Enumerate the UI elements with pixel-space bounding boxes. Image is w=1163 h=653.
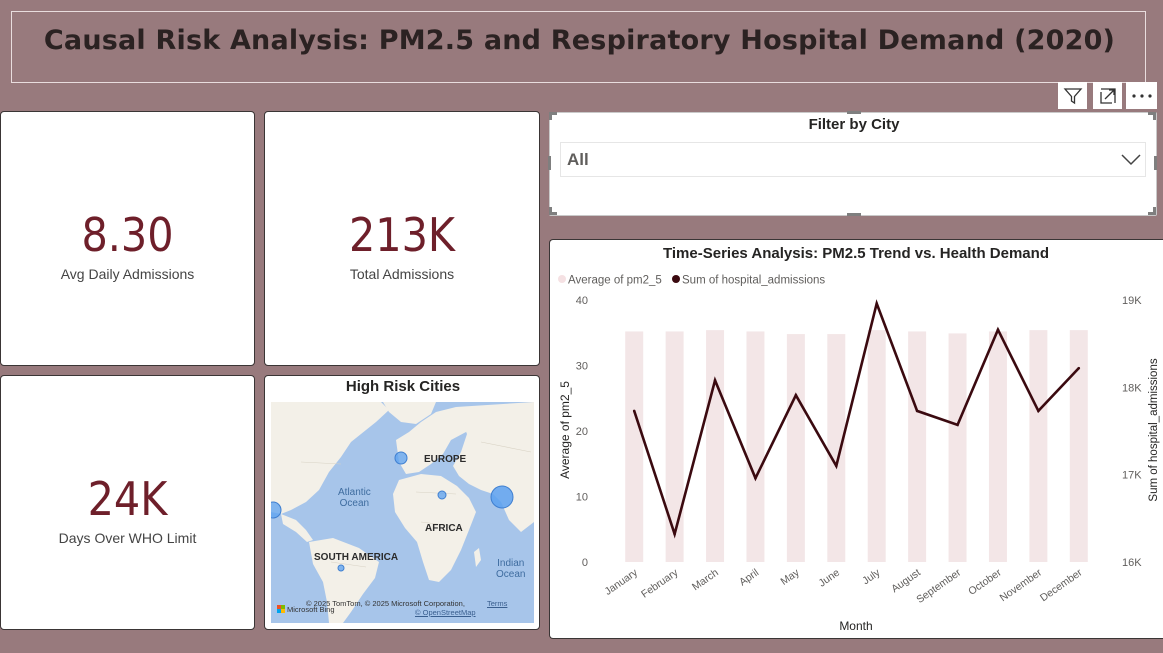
kpi-card-avg-daily-admissions[interactable]: 8.30 Avg Daily Admissions: [0, 111, 255, 366]
more-options-icon[interactable]: [1126, 82, 1157, 109]
y-tick-label: 40: [576, 295, 588, 307]
line-point[interactable]: [794, 393, 798, 397]
chevron-down-icon[interactable]: [1121, 154, 1141, 166]
x-tick-label: July: [860, 566, 883, 587]
kpi-value: 213K: [348, 208, 456, 262]
city-dropdown[interactable]: All: [560, 142, 1146, 177]
map-label-south-america: SOUTH AMERICA: [314, 552, 399, 563]
line-point[interactable]: [713, 379, 717, 382]
bar-pm25[interactable]: [1029, 330, 1048, 562]
bar-pm25[interactable]: [988, 331, 1007, 562]
time-series-chart-card[interactable]: Time-Series Analysis: PM2.5 Trend vs. He…: [549, 239, 1163, 639]
resize-handle[interactable]: [549, 112, 557, 115]
map-terms-link[interactable]: Terms: [487, 599, 508, 608]
bar-pm25[interactable]: [908, 331, 927, 562]
bing-logo-text: Microsoft Bing: [287, 605, 335, 614]
map-title: High Risk Cities: [345, 378, 461, 395]
report-title: Causal Risk Analysis: PM2.5 and Respirat…: [43, 25, 1116, 56]
y-axis-title: Average of pm2_5: [558, 381, 572, 479]
resize-handle[interactable]: [549, 212, 557, 215]
line-point[interactable]: [1077, 366, 1081, 370]
line-point[interactable]: [996, 328, 1000, 331]
combo-chart[interactable]: Time-Series Analysis: PM2.5 Trend vs. He…: [550, 240, 1163, 640]
map-land: [271, 402, 534, 623]
kpi-card-days-over-who-limit[interactable]: 24K Days Over WHO Limit: [0, 375, 255, 630]
resize-handle[interactable]: [1148, 112, 1156, 115]
y2-tick-label: 18K: [1122, 382, 1142, 394]
slicer-title: Filter by City: [808, 116, 900, 133]
x-tick-label: June: [816, 567, 842, 590]
line-point[interactable]: [915, 409, 919, 413]
y2-tick-label: 19K: [1122, 295, 1142, 307]
x-tick-label: March: [690, 567, 721, 594]
focus-mode-icon[interactable]: [1093, 82, 1122, 109]
chart-title: Time-Series Analysis: PM2.5 Trend vs. He…: [663, 245, 1049, 262]
y-tick-label: 30: [576, 361, 588, 373]
bar-pm25[interactable]: [706, 330, 725, 562]
dropdown-selected-value: All: [567, 150, 589, 169]
map-label-indian-ocean: Indian Ocean: [496, 558, 526, 580]
legend-marker-pm25: [558, 275, 566, 283]
x-axis-title: Month: [839, 619, 872, 633]
x-tick-label: February: [639, 566, 681, 600]
map-label-atlantic: Atlantic Ocean: [338, 487, 371, 509]
filter-icon[interactable]: [1058, 82, 1087, 109]
resize-handle[interactable]: [847, 111, 861, 114]
x-tick-label: April: [737, 567, 761, 589]
resize-handle[interactable]: [847, 213, 861, 216]
y-tick-label: 20: [576, 426, 588, 438]
map-label-europe: EUROPE: [424, 454, 467, 465]
x-tick-label: December: [1038, 566, 1085, 604]
resize-handle[interactable]: [548, 156, 551, 170]
bar-pm25[interactable]: [625, 331, 644, 562]
y2-tick-label: 16K: [1122, 557, 1142, 569]
resize-handle[interactable]: [549, 112, 552, 120]
map-osm-link[interactable]: © OpenStreetMap: [415, 608, 476, 617]
line-point[interactable]: [632, 409, 636, 413]
line-point[interactable]: [673, 532, 676, 536]
x-tick-label: September: [914, 566, 963, 606]
map-attribution: © 2025 TomTom, © 2025 Microsoft Corporat…: [306, 599, 465, 608]
y2-tick-label: 17K: [1122, 470, 1142, 482]
y2-axis-title: Sum of hospital_admissions: [1148, 358, 1160, 501]
map-card-high-risk-cities[interactable]: High Risk Cities: [264, 375, 540, 630]
kpi-label: Total Admissions: [349, 266, 455, 282]
kpi-label: Days Over WHO Limit: [58, 530, 197, 546]
resize-handle[interactable]: [1148, 212, 1156, 215]
resize-handle[interactable]: [1153, 112, 1156, 120]
kpi-card-total-admissions[interactable]: 213K Total Admissions: [264, 111, 540, 366]
resize-handle[interactable]: [549, 207, 552, 215]
line-point[interactable]: [875, 302, 879, 305]
resize-handle[interactable]: [1154, 156, 1157, 170]
resize-handle[interactable]: [1153, 207, 1156, 215]
x-tick-label: May: [778, 566, 802, 588]
line-point[interactable]: [956, 423, 959, 427]
line-point[interactable]: [834, 464, 838, 468]
y-tick-label: 0: [582, 557, 588, 569]
bar-pm25[interactable]: [1069, 330, 1088, 562]
legend-label-admissions[interactable]: Sum of hospital_admissions: [682, 275, 825, 287]
line-point[interactable]: [1037, 409, 1040, 413]
x-tick-label: November: [998, 566, 1045, 604]
report-title-box: Causal Risk Analysis: PM2.5 and Respirat…: [11, 11, 1146, 83]
bar-pm25[interactable]: [786, 334, 805, 562]
kpi-value: 8.30: [81, 208, 174, 262]
legend-marker-admissions: [672, 275, 680, 283]
bar-pm25[interactable]: [665, 331, 684, 562]
bar-pm25[interactable]: [746, 331, 765, 562]
kpi-value: 24K: [87, 472, 168, 526]
bar-pm25[interactable]: [948, 333, 967, 562]
bar-pm25[interactable]: [867, 330, 886, 562]
city-slicer[interactable]: Filter by City All: [548, 111, 1157, 216]
y-tick-label: 10: [576, 492, 588, 504]
line-hospital-admissions[interactable]: [632, 299, 1080, 539]
x-tick-label: January: [602, 566, 640, 598]
map-label-africa: AFRICA: [425, 523, 463, 534]
legend-label-pm25[interactable]: Average of pm2_5: [568, 275, 662, 287]
world-map[interactable]: EUROPE Atlantic Ocean AFRICA SOUTH AMERIC…: [271, 402, 534, 623]
line-point[interactable]: [754, 476, 757, 480]
kpi-label: Avg Daily Admissions: [60, 266, 195, 282]
x-tick-label: August: [889, 567, 923, 596]
bar-pm25[interactable]: [827, 334, 846, 562]
